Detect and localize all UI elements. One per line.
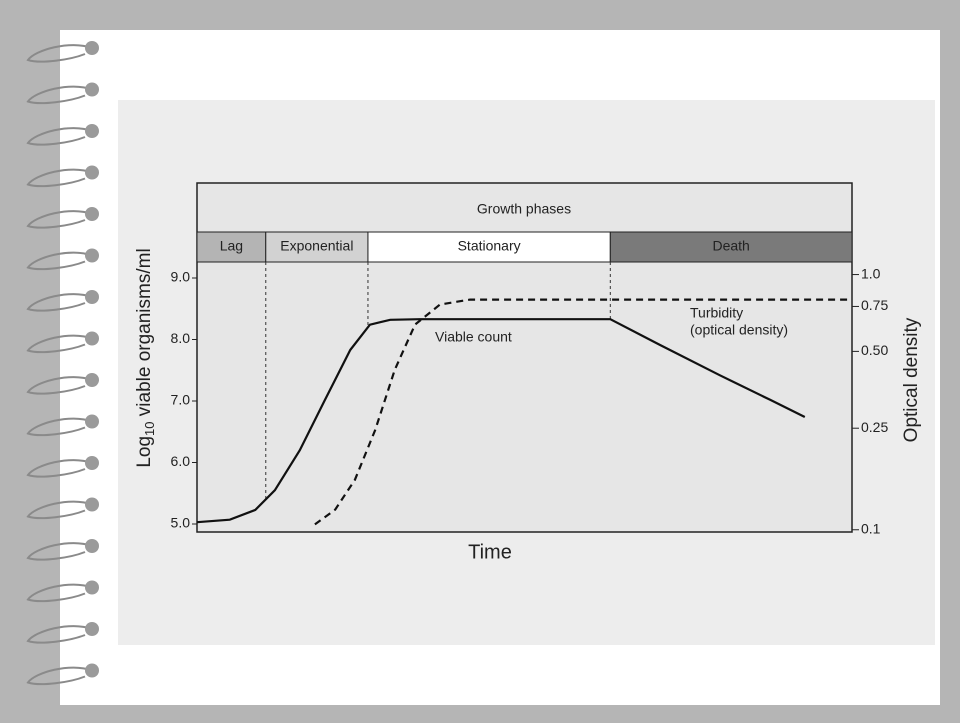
phase-header: Growth phases (477, 201, 571, 217)
ring-hole (85, 539, 99, 553)
phase-label: Exponential (280, 238, 353, 254)
ring-hole (85, 124, 99, 138)
y2-tick-label: 0.75 (861, 297, 888, 313)
y-label-prefix: Log (134, 436, 155, 468)
annotation: Viable count (435, 329, 512, 345)
ring-hole (85, 664, 99, 678)
annotation: (optical density) (690, 322, 788, 338)
y2-tick-label: 1.0 (861, 265, 881, 281)
annotation: Turbidity (690, 305, 743, 321)
y2-tick-label: 0.25 (861, 419, 888, 435)
y2-tick-label: 0.1 (861, 520, 881, 536)
y-tick-label: 7.0 (171, 392, 191, 408)
phase-label: Lag (220, 238, 243, 254)
ring-hole (85, 332, 99, 346)
ring-hole (85, 581, 99, 595)
y2-tick-label: 0.50 (861, 342, 888, 358)
ring-hole (85, 498, 99, 512)
ring-hole (85, 415, 99, 429)
ring-hole (85, 41, 99, 55)
ring-hole (85, 83, 99, 97)
y-tick-label: 8.0 (171, 330, 191, 346)
slide: Lag Exponential Stationary Death 5.0 6.0 7.0 8.… (0, 0, 960, 723)
ring-hole (85, 166, 99, 180)
ring-hole (85, 249, 99, 263)
phase-label: Death (712, 238, 749, 254)
y-label-rest: viable organisms/ml (134, 248, 155, 421)
ring-hole (85, 456, 99, 470)
page: {"chart_data": { "type": "line", "xlabel… (0, 0, 960, 723)
y2-axis-label: Optical density (901, 317, 922, 442)
ring-hole (85, 207, 99, 221)
y-tick-label: 6.0 (171, 453, 191, 469)
y-tick-label: 5.0 (171, 515, 191, 531)
ring-hole (85, 622, 99, 636)
ring-hole (85, 290, 99, 304)
ring-hole (85, 373, 99, 387)
y-tick-label: 9.0 (171, 269, 191, 285)
phase-label: Stationary (458, 238, 521, 254)
x-axis-label: Time (468, 541, 512, 563)
y-label-subscript: 10 (142, 422, 157, 436)
